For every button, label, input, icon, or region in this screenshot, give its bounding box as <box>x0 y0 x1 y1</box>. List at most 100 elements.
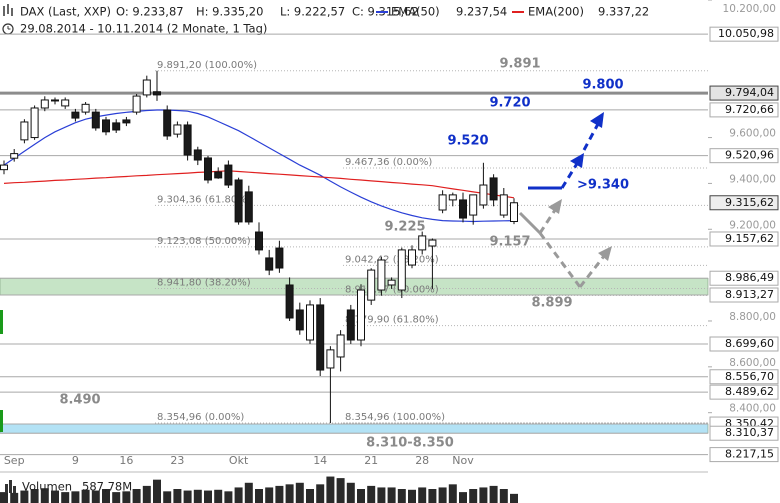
volume-bar <box>326 476 335 503</box>
fib-label: 8.354,96 (0.00%) <box>157 412 244 423</box>
zone <box>0 423 709 434</box>
level-box <box>709 195 779 211</box>
level-label: 8.217,15 <box>725 448 774 461</box>
candle-body <box>214 171 223 179</box>
candle-body <box>173 124 182 135</box>
candle-body <box>336 334 345 358</box>
level-label: 9.520,96 <box>725 149 774 162</box>
volume-bar <box>204 490 212 503</box>
volume-bar <box>142 485 151 503</box>
candle-body <box>51 99 59 102</box>
y-tick-label: 8.400,00 <box>729 403 776 415</box>
level-box <box>709 369 779 385</box>
volume-bar <box>153 479 161 503</box>
period: 29.08.2014 - 10.11.2014 (2 Monate, 1 Tag… <box>20 22 267 36</box>
level-box <box>709 384 779 400</box>
candle-body <box>20 121 29 141</box>
candle-body <box>489 177 498 201</box>
candle-body <box>234 179 243 223</box>
volume-bar <box>224 491 233 503</box>
fib-label: 8.941,80 (38.20%) <box>157 277 251 288</box>
volume-bar <box>438 487 447 503</box>
level-box <box>709 447 779 463</box>
marker <box>0 310 3 334</box>
level-box <box>709 102 779 118</box>
annotation: 8.899 <box>531 296 572 311</box>
volume-bar <box>20 490 29 503</box>
volume-bar <box>367 485 376 503</box>
x-tick-label: Sep <box>4 454 25 467</box>
level-box <box>709 425 779 441</box>
level-label: 10.050,98 <box>718 27 774 40</box>
candle-body <box>316 304 325 371</box>
volume-bar <box>173 489 182 503</box>
candle-body <box>132 95 141 113</box>
candle-body <box>224 164 233 186</box>
annotations: 9.891 9.720 9.800 9.520 >9.340 9.225 9.157 8.89… <box>59 57 629 451</box>
ohlc-high: H: 9.335,20 <box>196 5 263 19</box>
candle-body <box>265 257 274 271</box>
volume-bar <box>479 487 488 503</box>
candle-body <box>10 153 19 159</box>
fib-label: 8.354,96 (100.00%) <box>345 412 445 423</box>
level-label: 8.986,49 <box>725 271 774 284</box>
fib-label: 8.911,17 (50.00%) <box>345 284 439 295</box>
level-box <box>709 336 779 352</box>
y-tick-label: 10.200,00 <box>723 3 776 15</box>
candle-body <box>397 249 406 291</box>
volume-bar <box>469 489 478 503</box>
x-tick-label: 28 <box>415 454 429 467</box>
annotation: >9.340 <box>577 178 629 193</box>
candle-body <box>387 279 396 286</box>
time-axis: Sep 9 16 23 Okt 14 21 28 Nov <box>4 454 474 467</box>
volume-bar <box>193 489 202 503</box>
x-tick-label: 9 <box>72 454 79 467</box>
candle-body <box>479 184 488 206</box>
level-label: 8.699,60 <box>725 337 774 350</box>
volume-bar <box>10 492 19 503</box>
legend-label: EMA(50) <box>391 5 440 19</box>
candle-body <box>81 103 90 113</box>
volume-bar <box>397 489 406 503</box>
y-tick-label: 9.600,00 <box>729 128 776 140</box>
price-axis: 10.200,00 9.600,00 9.400,00 9.200,00 8.800,0… <box>708 0 776 415</box>
annotation: 8.490 <box>59 393 100 408</box>
volume-bar <box>448 484 457 503</box>
marker <box>0 410 3 432</box>
volume-bar <box>183 490 192 503</box>
annotation: 9.720 <box>489 96 530 111</box>
candle-body <box>61 99 70 107</box>
volume-bar <box>306 489 314 503</box>
candle-body <box>357 289 365 341</box>
level-label: 9.794,04 <box>725 86 774 99</box>
level-lines <box>0 33 708 456</box>
volume-bar <box>418 487 427 503</box>
level-label: 8.310,37 <box>725 426 774 439</box>
chart-icon <box>3 4 13 16</box>
volume-bar <box>0 492 8 503</box>
candle-body <box>112 122 121 131</box>
volume-bar <box>285 484 294 503</box>
level-label: 8.556,70 <box>725 370 774 383</box>
y-tick-label: 9.200,00 <box>729 219 776 231</box>
x-tick-label: 21 <box>364 454 378 467</box>
scenario-arrows <box>518 112 612 288</box>
annotation: 8.310-8.350 <box>366 436 454 451</box>
volume-bar <box>51 490 59 503</box>
annotation: 9.225 <box>384 220 425 235</box>
ema-line <box>3 170 515 199</box>
level-label: 9.315,62 <box>725 196 774 209</box>
candle-body <box>438 194 447 211</box>
annotation: 9.800 <box>582 78 623 93</box>
ema-lines <box>3 109 515 223</box>
volume-bar <box>112 492 121 503</box>
candle-body <box>346 309 355 341</box>
volume-bar <box>387 487 396 503</box>
annotation: 9.520 <box>447 134 488 149</box>
level-box <box>709 26 779 42</box>
volume-bar <box>40 488 49 503</box>
volume-bar <box>428 489 437 503</box>
candle-body <box>418 235 427 251</box>
ema-line <box>3 109 515 223</box>
level-label: 9.157,62 <box>725 232 774 245</box>
